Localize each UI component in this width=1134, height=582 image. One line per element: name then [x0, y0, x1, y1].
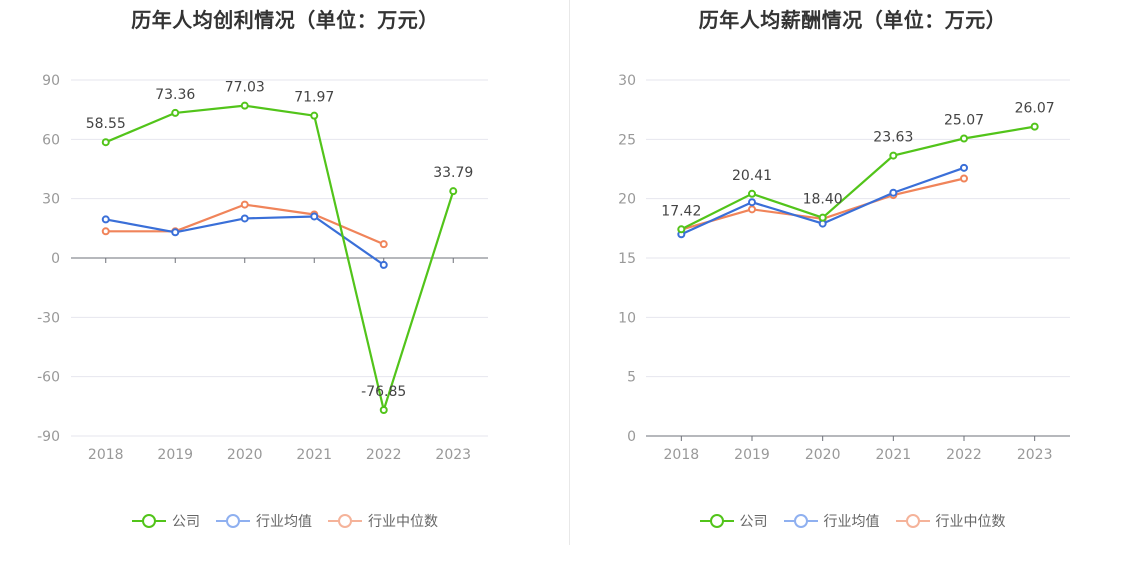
- profit-per-capita-chart: 90 60 30 0 -30 -60 -90 2018 2019 2020 2021 2022 2023…: [37, 73, 488, 463]
- x-tick-label: 2019: [734, 447, 770, 463]
- data-point-company: [171, 108, 180, 117]
- profit-per-capita-panel: 历年人均创利情况（单位：万元） 90 60 30 0 -30 -60 -90 2018 2019…: [0, 8, 570, 531]
- data-point-industry-avg: [960, 163, 968, 172]
- y-tick-label: 5: [627, 370, 636, 386]
- legend-industry-median-icon: [328, 514, 362, 528]
- data-point-industry-median: [101, 227, 110, 236]
- data-point-company: [818, 213, 827, 222]
- x-tick-label: 2018: [664, 447, 700, 463]
- data-label: 17.42: [661, 203, 701, 219]
- data-label: -76.85: [361, 384, 406, 400]
- data-point-company: [889, 151, 898, 160]
- x-tick-label: 2018: [88, 447, 124, 463]
- panel-divider: [569, 0, 570, 545]
- x-tick-label: 2023: [1017, 447, 1053, 463]
- y-tick-label: 0: [51, 251, 60, 267]
- data-label: 33.79: [433, 165, 473, 181]
- y-tick-label: 0: [627, 429, 636, 445]
- chart-legend: 公司 行业均值 行业中位数: [0, 511, 570, 531]
- data-point-industry-avg: [171, 228, 180, 237]
- y-tick-label: 10: [618, 310, 636, 326]
- y-tick-label: 30: [42, 192, 60, 208]
- x-tick-label: 2022: [946, 447, 982, 463]
- y-tick-label: 30: [618, 73, 636, 89]
- chart-title: 历年人均创利情况（单位：万元）: [131, 8, 439, 32]
- series-line-industry-median: [105, 203, 385, 246]
- y-tick-label: -30: [37, 310, 60, 326]
- chart-title: 历年人均薪酬情况（单位：万元）: [698, 8, 1007, 32]
- x-tick-label: 2020: [805, 447, 841, 463]
- data-point-industry-avg: [310, 212, 319, 221]
- data-point-company: [379, 405, 388, 414]
- data-point-industry-median: [240, 200, 249, 209]
- data-point-industry-avg: [240, 214, 249, 223]
- data-point-company: [677, 225, 686, 234]
- x-tick-label: 2022: [366, 447, 402, 463]
- y-tick-label: 25: [618, 132, 636, 148]
- x-tick-label: 2021: [296, 447, 332, 463]
- data-point-industry-median: [748, 205, 756, 214]
- data-label: 71.97: [294, 90, 334, 106]
- series-line-company: [105, 104, 455, 412]
- data-label: 26.07: [1015, 101, 1055, 117]
- legend-item-company[interactable]: 公司: [699, 511, 768, 531]
- legend-company-icon: [132, 514, 166, 528]
- x-tick-label: 2019: [157, 447, 193, 463]
- salary-per-capita-chart: 30 25 20 15 10 5 0 2018 2019 2020 2021 2022 2023 17.4…: [618, 73, 1070, 463]
- data-label: 73.36: [155, 87, 195, 103]
- data-point-industry-avg: [101, 215, 110, 224]
- legend-item-industry-median[interactable]: 行业中位数: [895, 511, 1006, 531]
- data-point-company: [101, 138, 110, 147]
- chart-legend: 公司 行业均值 行业中位数: [571, 511, 1134, 531]
- data-point-industry-median: [379, 240, 388, 249]
- legend-label: 行业中位数: [368, 514, 438, 530]
- y-tick-label: 60: [42, 132, 60, 148]
- data-point-company: [748, 189, 756, 198]
- legend-item-industry-avg[interactable]: 行业均值: [783, 511, 880, 531]
- legend-item-company[interactable]: 公司: [132, 511, 200, 531]
- legend-industry-avg-icon: [783, 514, 818, 528]
- x-tick-label: 2020: [227, 447, 263, 463]
- legend-label: 公司: [739, 514, 768, 530]
- legend-label: 行业均值: [823, 514, 880, 530]
- x-tick-label: 2023: [435, 447, 471, 463]
- legend-label: 行业均值: [256, 514, 312, 530]
- legend-industry-median-icon: [895, 514, 930, 528]
- legend-item-industry-avg[interactable]: 行业均值: [216, 511, 312, 531]
- y-tick-label: -90: [37, 429, 60, 445]
- data-point-industry-avg: [748, 198, 756, 207]
- data-label: 58.55: [86, 116, 126, 132]
- data-point-industry-avg: [379, 260, 388, 269]
- y-tick-label: 20: [618, 192, 636, 208]
- legend-item-industry-median[interactable]: 行业中位数: [328, 511, 438, 531]
- data-label: 23.63: [873, 130, 913, 146]
- data-label: 20.41: [732, 168, 772, 184]
- y-tick-label: 15: [618, 251, 636, 267]
- series-line-company: [680, 125, 1035, 231]
- x-tick-label: 2021: [876, 447, 912, 463]
- legend-company-icon: [699, 514, 734, 528]
- data-point-company: [240, 101, 249, 110]
- data-point-industry-median: [960, 174, 968, 183]
- legend-label: 公司: [172, 514, 200, 530]
- legend-label: 行业中位数: [935, 514, 1006, 530]
- y-tick-label: 90: [42, 73, 60, 89]
- data-label: 18.40: [803, 192, 843, 208]
- data-point-company: [449, 187, 458, 196]
- salary-per-capita-panel: 历年人均薪酬情况（单位：万元） 30 25 20 15 10 5 0 2018 2019 2020…: [571, 0, 1134, 582]
- data-point-company: [1030, 122, 1039, 131]
- data-label: 25.07: [944, 113, 984, 129]
- legend-industry-avg-icon: [216, 514, 250, 528]
- data-point-company: [310, 111, 319, 120]
- data-point-industry-avg: [889, 188, 898, 197]
- y-tick-label: -60: [37, 370, 60, 386]
- data-label: 77.03: [225, 80, 265, 96]
- data-point-company: [960, 134, 968, 143]
